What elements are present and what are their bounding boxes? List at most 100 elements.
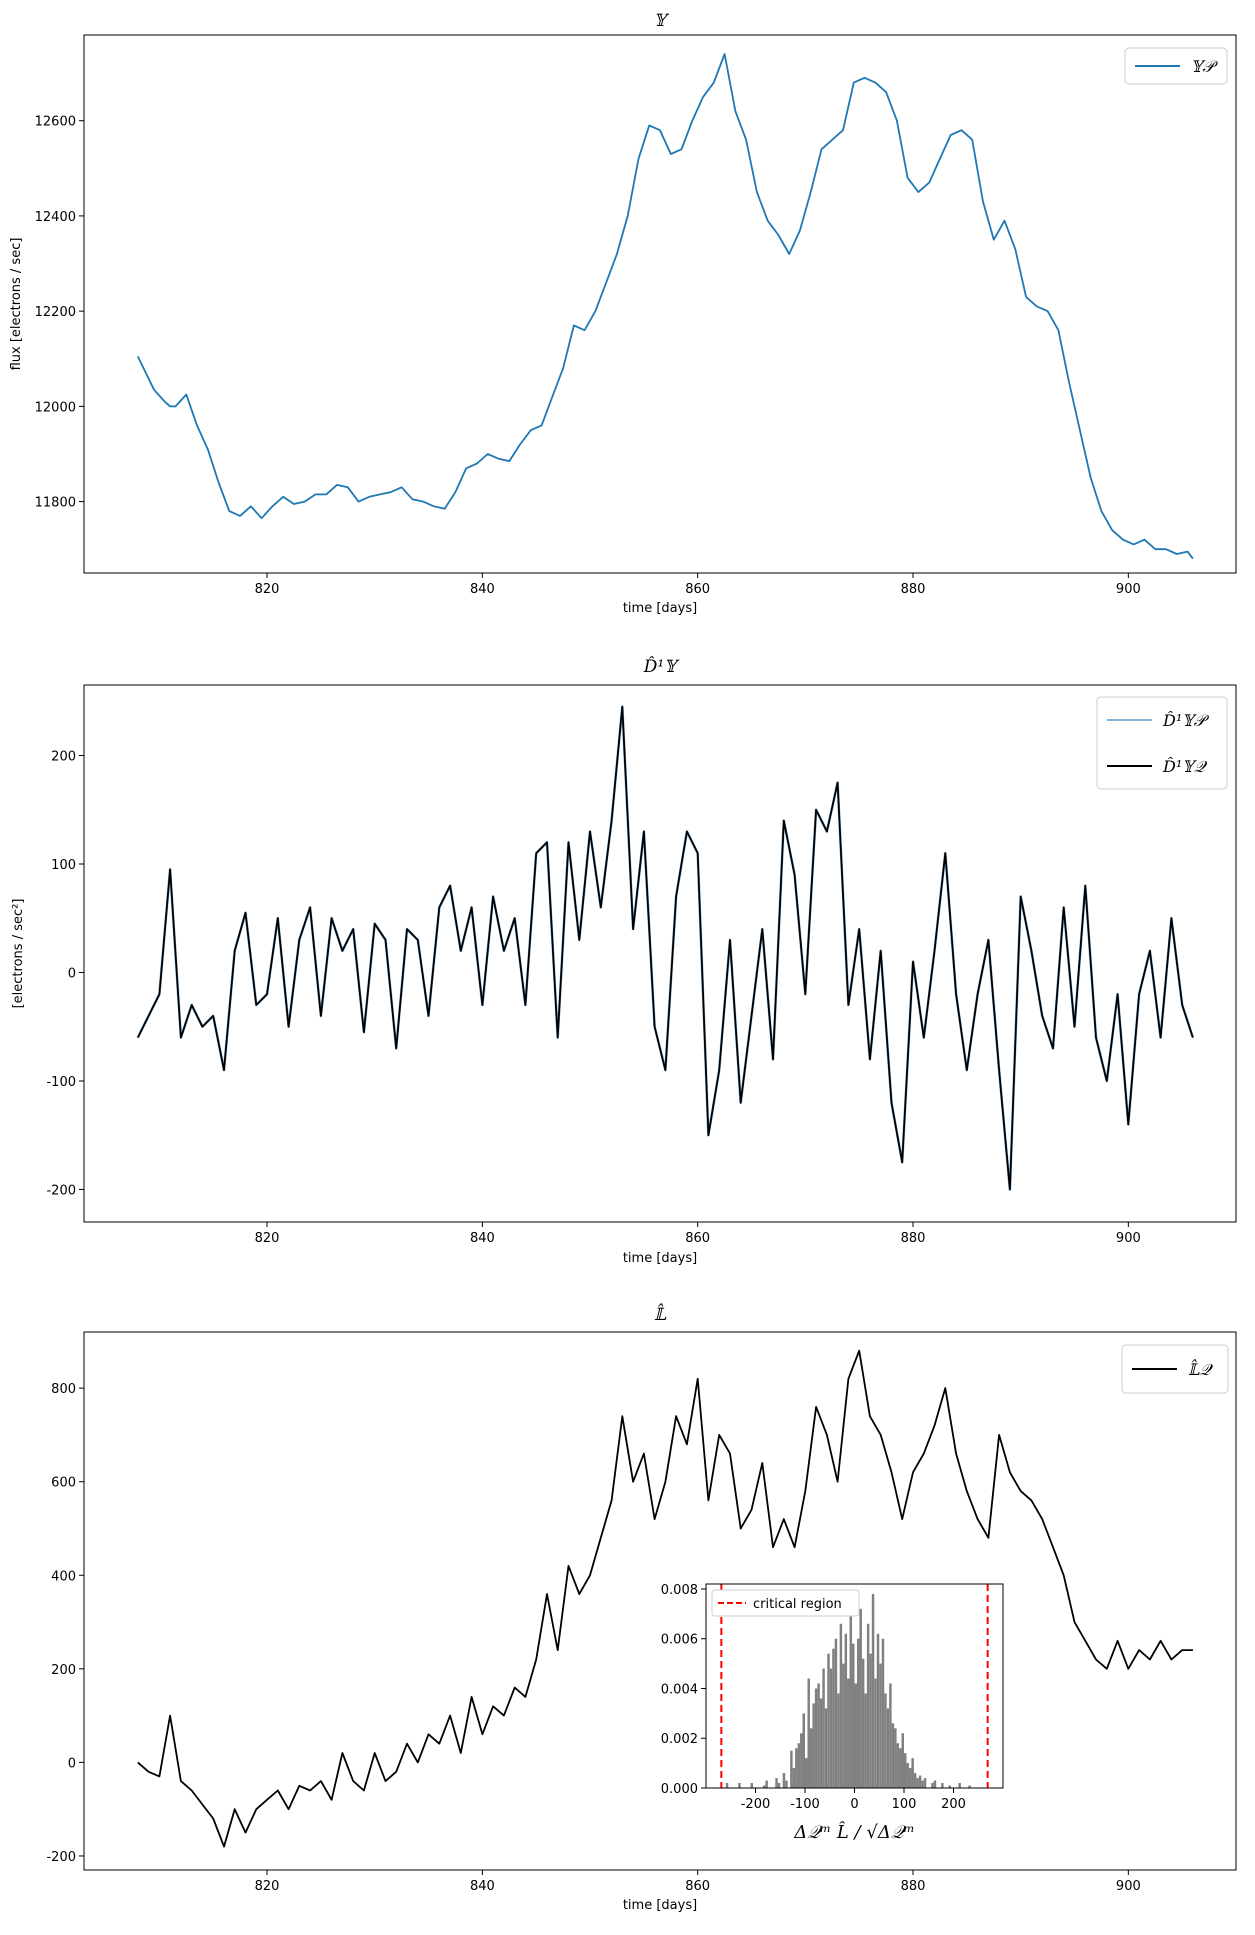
histogram-bar: [725, 1783, 729, 1788]
histogram-bar: [849, 1598, 853, 1788]
histogram-bar: [795, 1748, 798, 1788]
y-tick-label: 600: [51, 1476, 76, 1491]
histogram-bar: [931, 1783, 934, 1788]
histogram-bar: [817, 1683, 820, 1788]
histogram-bar: [866, 1623, 870, 1788]
x-tick-label: 880: [901, 1231, 926, 1246]
histogram-bar: [968, 1785, 971, 1788]
histogram-bar: [861, 1658, 865, 1788]
histogram-bar: [886, 1708, 890, 1788]
histogram-bar: [911, 1758, 914, 1788]
series-line-3-1: [137, 1349, 1193, 1848]
inset-y-tick-label: 0.004: [661, 1682, 698, 1697]
x-tick-label: 820: [255, 1231, 280, 1246]
histogram-bar: [921, 1780, 924, 1788]
x-axis-label: time [days]: [623, 601, 697, 616]
inset-histogram: -200 -100 0 100 200 0.000 0.002 0.004 0.006 0.008…: [661, 1583, 1004, 1843]
y-tick-label: 200: [51, 750, 76, 765]
histogram-bar: [765, 1780, 768, 1788]
y-tick-label: 12400: [35, 210, 76, 225]
series-line-2-1: [136, 705, 1195, 1191]
y-tick-label: 12200: [35, 305, 76, 320]
legend-label: D̂¹𝕐𝒬: [1162, 757, 1208, 776]
inset-x-axis-label: Δ𝒬ᵐ L̂ / √Δ𝒬ᵐ: [793, 1821, 915, 1843]
chart-title: 𝕐: [654, 11, 670, 31]
legend: 𝕃̂𝒬: [1121, 1344, 1229, 1394]
inset-legend-box: [711, 1589, 860, 1617]
y-tick-label: 0: [68, 966, 76, 981]
histogram-bar: [762, 1785, 766, 1788]
histogram-bar: [908, 1768, 912, 1788]
x-tick-label: 880: [901, 1879, 926, 1894]
inset-legend-label: critical region: [753, 1597, 842, 1612]
y-tick-label: -200: [46, 1850, 76, 1865]
y-tick-label: -100: [46, 1075, 76, 1090]
x-axis-label: time [days]: [623, 1898, 697, 1913]
histogram-bar: [842, 1663, 845, 1788]
histogram-bar: [864, 1693, 867, 1788]
histogram-bar: [802, 1713, 805, 1788]
series-line-1-1: [136, 53, 1194, 560]
y-axis-label: flux [electrons / sec]: [9, 238, 24, 371]
x-tick-label: 860: [685, 1231, 710, 1246]
histogram-bar: [792, 1768, 796, 1788]
y-tick-label: 0: [68, 1756, 76, 1771]
histogram-bar: [918, 1775, 922, 1788]
series-line-2-2: [136, 705, 1194, 1191]
inset-y-tick-label: 0.008: [661, 1583, 698, 1598]
legend-label: 𝕐𝒫: [1191, 57, 1218, 76]
inset-x-tick-label: 100: [892, 1797, 917, 1812]
histogram-bar: [827, 1653, 830, 1788]
histogram-bar: [822, 1668, 825, 1788]
histogram-bar: [839, 1623, 843, 1788]
legend: D̂¹𝕐𝒫 D̂¹𝕐𝒬: [1096, 696, 1228, 790]
histogram-bar: [805, 1758, 808, 1788]
histogram-bar: [874, 1678, 877, 1788]
histogram-bar: [896, 1743, 900, 1788]
y-tick-label: 12600: [35, 115, 76, 130]
histogram-bar: [750, 1783, 754, 1788]
x-tick-label: 900: [1116, 1231, 1141, 1246]
inset-legend: critical region: [711, 1589, 860, 1617]
histogram-bar: [876, 1633, 880, 1788]
histogram-bar: [948, 1785, 952, 1788]
histogram-bar: [879, 1663, 882, 1788]
histogram-bar: [809, 1728, 813, 1788]
inset-x-tick-label: -200: [741, 1797, 771, 1812]
histogram-bar: [824, 1708, 828, 1788]
histogram-bar: [847, 1678, 850, 1788]
inset-y-tick-label: 0.002: [661, 1732, 698, 1747]
histogram-bar: [790, 1750, 793, 1788]
histogram-bar: [899, 1748, 902, 1788]
histogram-bar: [913, 1773, 917, 1788]
inset-y-tick-label: 0.000: [661, 1782, 698, 1797]
y-tick-label: 100: [51, 858, 76, 873]
axes-frame: [83, 684, 1237, 1223]
histogram-bar: [785, 1780, 788, 1788]
histogram-bar: [844, 1633, 848, 1788]
histogram-bar: [904, 1753, 907, 1788]
legend-box: [1096, 696, 1228, 790]
y-tick-label: 400: [51, 1569, 76, 1584]
y-axis-label: [electrons / sec²]: [11, 899, 26, 1009]
histogram-bar: [923, 1778, 927, 1788]
histogram-bar: [829, 1668, 833, 1788]
histogram-bar: [812, 1703, 815, 1788]
histogram-bar: [814, 1688, 818, 1788]
histogram-bar: [881, 1638, 885, 1788]
histogram-bar: [777, 1783, 781, 1788]
legend-label: D̂¹𝕐𝒫: [1162, 711, 1210, 730]
histogram-bar: [832, 1648, 835, 1788]
chart-title: D̂¹𝕐: [643, 657, 680, 677]
histogram-bar: [859, 1608, 862, 1788]
histogram-bar: [782, 1773, 786, 1788]
axes-frame: [83, 34, 1237, 574]
inset-x-tick-label: 200: [941, 1797, 966, 1812]
x-tick-label: 900: [1116, 1879, 1141, 1894]
chart-title: 𝕃̂: [654, 1303, 667, 1325]
x-tick-label: 860: [685, 582, 710, 597]
x-tick-label: 860: [685, 1879, 710, 1894]
y-tick-label: 200: [51, 1663, 76, 1678]
legend-label: 𝕃̂𝒬: [1188, 1359, 1213, 1379]
histogram-bar: [941, 1783, 944, 1788]
